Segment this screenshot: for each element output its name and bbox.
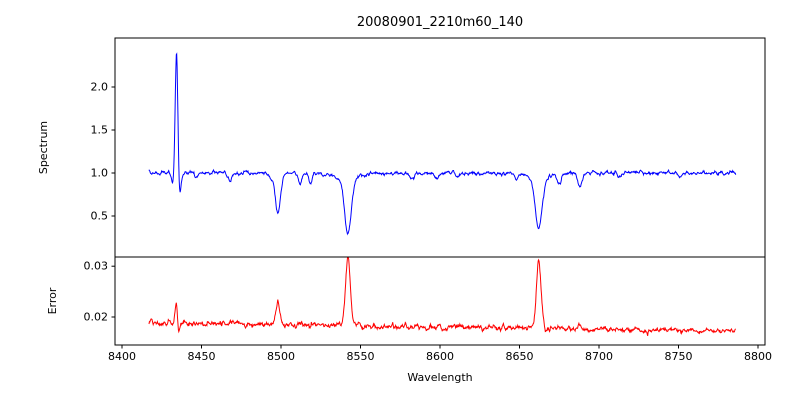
error-y-tick-label: 0.03 bbox=[84, 260, 109, 273]
x-tick-label: 8400 bbox=[108, 350, 136, 363]
spectrum-axes-frame bbox=[114, 37, 766, 258]
y-axis-label-error: Error bbox=[46, 287, 59, 314]
x-ticks: 8400 8450 8500 8550 8600 8650 8700 8750 8800 bbox=[108, 345, 772, 363]
spectrum-y-tick-label: 2.0 bbox=[91, 81, 109, 94]
error-y-tick-label: 0.02 bbox=[84, 311, 109, 324]
error-y-ticks: 0.02 0.03 bbox=[84, 260, 115, 324]
error-line bbox=[148, 257, 736, 336]
spectrum-y-ticks: 0.5 1.0 1.5 2.0 bbox=[91, 81, 115, 223]
x-tick-label: 8800 bbox=[744, 350, 772, 363]
spectrum-line bbox=[148, 52, 737, 236]
x-tick-label: 8550 bbox=[347, 350, 375, 363]
spectrum-y-tick-label: 1.5 bbox=[91, 124, 109, 137]
x-axis-label: Wavelength bbox=[407, 371, 472, 384]
spectrum-y-tick-label: 0.5 bbox=[91, 210, 109, 223]
y-axis-label-spectrum: Spectrum bbox=[37, 121, 50, 174]
x-tick-label: 8650 bbox=[506, 350, 534, 363]
x-tick-label: 8700 bbox=[585, 350, 613, 363]
error-axes-frame bbox=[114, 256, 766, 346]
x-tick-label: 8450 bbox=[188, 350, 216, 363]
x-tick-label: 8500 bbox=[267, 350, 295, 363]
x-tick-label: 8750 bbox=[665, 350, 693, 363]
spectrum-y-tick-label: 1.0 bbox=[91, 167, 109, 180]
x-tick-label: 8600 bbox=[426, 350, 454, 363]
chart-title: 20080901_2210m60_140 bbox=[357, 15, 523, 30]
